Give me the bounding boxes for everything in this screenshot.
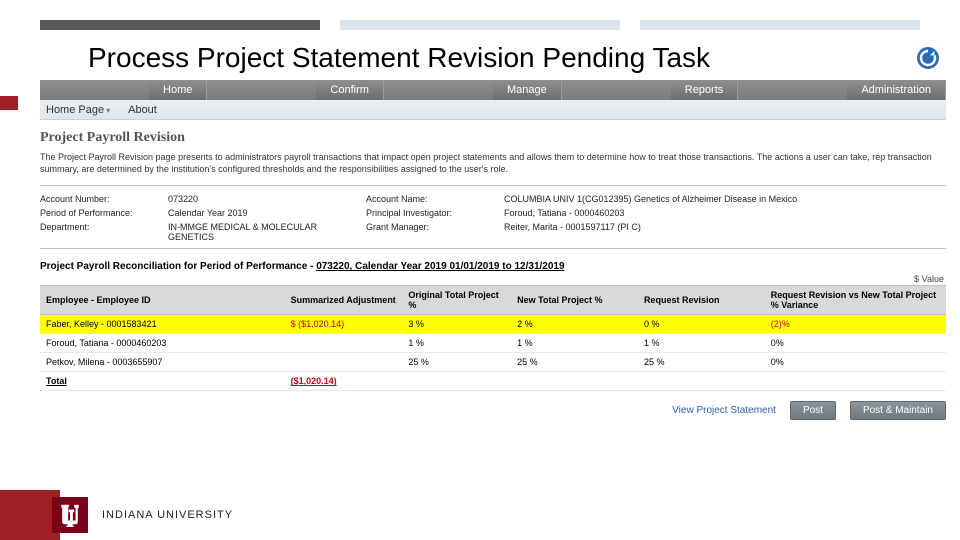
cell-newp: 1 % bbox=[511, 334, 638, 353]
post-maintain-button[interactable]: Post & Maintain bbox=[850, 401, 946, 420]
value-period: Calendar Year 2019 bbox=[168, 208, 348, 218]
cell-orig: 25 % bbox=[402, 353, 511, 372]
cell-newp: 25 % bbox=[511, 353, 638, 372]
cell-emp: Faber, Kelley - 0001583421 bbox=[40, 315, 285, 334]
value-grant-manager: Reiter, Marita - 0001597117 (PI C) bbox=[504, 222, 946, 242]
project-info-grid: Account Number: 073220 Account Name: COL… bbox=[40, 194, 946, 242]
subnav-about[interactable]: About bbox=[128, 104, 157, 116]
cell-var: 0% bbox=[765, 353, 946, 372]
value-account-name: COLUMBIA UNIV 1(CG012395) Genetics of Al… bbox=[504, 194, 946, 204]
section-description: The Project Payroll Revision page presen… bbox=[40, 152, 946, 175]
nav-home[interactable]: Home bbox=[149, 80, 207, 100]
decorative-top-bars bbox=[0, 0, 960, 36]
cell-emp: Petkov, Milena - 0003655907 bbox=[40, 353, 285, 372]
recon-title-prefix: Project Payroll Reconciliation for Perio… bbox=[40, 261, 316, 272]
iu-logo bbox=[52, 497, 88, 533]
label-grant-manager: Grant Manager: bbox=[366, 222, 486, 242]
value-department: IN-MMGE MEDICAL & MOLECULAR GENETICS bbox=[168, 222, 348, 242]
cell-orig: 3 % bbox=[402, 315, 511, 334]
post-button[interactable]: Post bbox=[790, 401, 836, 420]
nav-confirm[interactable]: Confirm bbox=[316, 80, 384, 100]
table-row: Faber, Kelley - 0001583421$ ($1,020.14)3… bbox=[40, 315, 946, 334]
chevron-down-icon: ▾ bbox=[106, 106, 110, 115]
col-employee: Employee - Employee ID bbox=[40, 286, 285, 315]
cell-emp: Foroud, Tatiana - 0000460203 bbox=[40, 334, 285, 353]
cell-newp: 2 % bbox=[511, 315, 638, 334]
nav-spacer bbox=[207, 80, 316, 100]
nav-spacer bbox=[40, 80, 149, 100]
view-project-statement-link[interactable]: View Project Statement bbox=[672, 405, 776, 416]
footer: INDIANA UNIVERSITY bbox=[0, 490, 960, 540]
table-row: Foroud, Tatiana - 00004602031 %1 %1 %0% bbox=[40, 334, 946, 353]
recon-title-period: 073220, Calendar Year 2019 01/01/2019 to… bbox=[316, 261, 564, 272]
nav-spacer bbox=[562, 80, 671, 100]
total-adjustment: ($1,020.14) bbox=[285, 372, 403, 391]
refresh-icon[interactable] bbox=[916, 46, 940, 70]
bar-light-2 bbox=[640, 20, 920, 30]
label-period: Period of Performance: bbox=[40, 208, 150, 218]
nav-manage[interactable]: Manage bbox=[493, 80, 562, 100]
dollar-value-note: $ Value bbox=[40, 274, 944, 284]
total-row: Total ($1,020.14) bbox=[40, 372, 946, 391]
table-row: Petkov, Milena - 000365590725 %25 %25 %0… bbox=[40, 353, 946, 372]
page-title: Process Project Statement Revision Pendi… bbox=[88, 42, 710, 74]
label-department: Department: bbox=[40, 222, 150, 242]
sub-nav: Home Page▾ About bbox=[40, 100, 946, 120]
col-request: Request Revision bbox=[638, 286, 765, 315]
cell-req: 1 % bbox=[638, 334, 765, 353]
total-label: Total bbox=[40, 372, 285, 391]
bar-light-1 bbox=[340, 20, 620, 30]
label-pi: Principal Investigator: bbox=[366, 208, 486, 218]
bar-dark bbox=[40, 20, 320, 30]
cell-req: 0 % bbox=[638, 315, 765, 334]
main-nav: Home Confirm Manage Reports Administrati… bbox=[40, 80, 946, 100]
action-bar: View Project Statement Post Post & Maint… bbox=[40, 401, 946, 420]
value-account-number: 073220 bbox=[168, 194, 348, 204]
cell-adj: $ ($1,020.14) bbox=[285, 315, 403, 334]
reconciliation-title: Project Payroll Reconciliation for Perio… bbox=[40, 261, 946, 272]
section-heading: Project Payroll Revision bbox=[40, 130, 946, 146]
cell-orig: 1 % bbox=[402, 334, 511, 353]
reconciliation-table: Employee - Employee ID Summarized Adjust… bbox=[40, 285, 946, 391]
footer-red-block bbox=[0, 490, 60, 540]
nav-spacer bbox=[738, 80, 847, 100]
cell-req: 25 % bbox=[638, 353, 765, 372]
label-account-name: Account Name: bbox=[366, 194, 486, 204]
col-variance: Request Revision vs New Total Project % … bbox=[765, 286, 946, 315]
subnav-home[interactable]: Home Page▾ bbox=[46, 104, 110, 116]
nav-spacer bbox=[384, 80, 493, 100]
col-new: New Total Project % bbox=[511, 286, 638, 315]
subnav-home-label: Home Page bbox=[46, 104, 104, 116]
nav-reports[interactable]: Reports bbox=[671, 80, 739, 100]
cell-var: 0% bbox=[765, 334, 946, 353]
label-account-number: Account Number: bbox=[40, 194, 150, 204]
col-adjustment: Summarized Adjustment bbox=[285, 286, 403, 315]
cell-adj bbox=[285, 353, 403, 372]
cell-var: (2)% bbox=[765, 315, 946, 334]
left-red-accent bbox=[0, 96, 18, 110]
cell-adj bbox=[285, 334, 403, 353]
value-pi: Foroud, Tatiana - 0000460203 bbox=[504, 208, 946, 218]
col-original: Original Total Project % bbox=[402, 286, 511, 315]
footer-text: INDIANA UNIVERSITY bbox=[102, 509, 233, 521]
divider bbox=[40, 185, 946, 186]
nav-administration[interactable]: Administration bbox=[847, 80, 946, 100]
divider bbox=[40, 248, 946, 249]
